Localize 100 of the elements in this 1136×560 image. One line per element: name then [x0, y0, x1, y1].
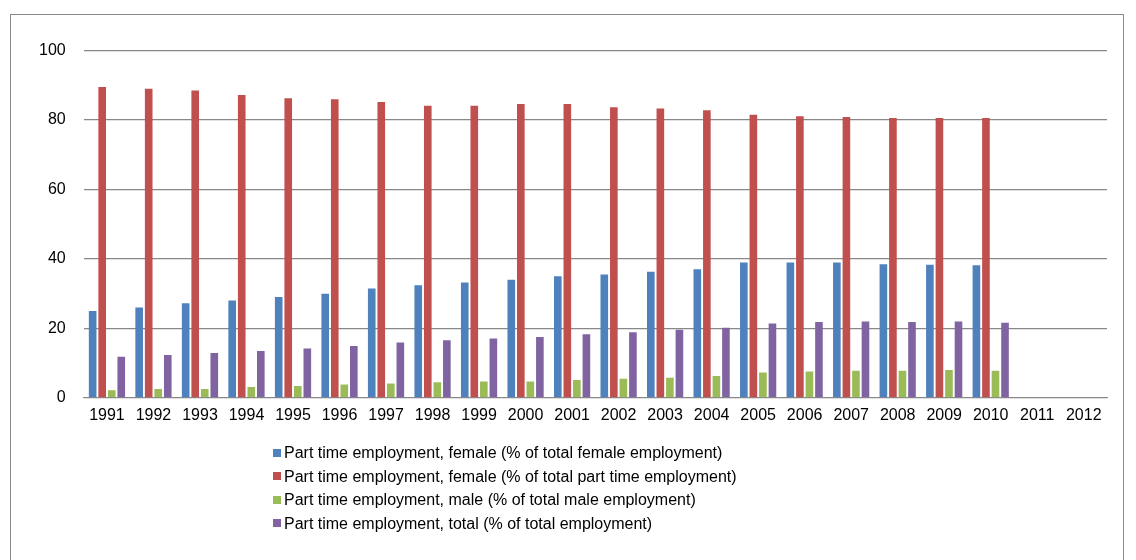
bar: [433, 382, 442, 398]
bar: [414, 285, 423, 398]
x-tick-label: 1993: [182, 405, 218, 423]
bar: [443, 340, 451, 398]
legend-label: Part time employment, male (% of total male employment): [284, 490, 696, 510]
bar: [815, 322, 823, 398]
bar: [107, 390, 116, 398]
bar: [303, 348, 312, 398]
bar: [536, 337, 544, 398]
bar: [293, 386, 302, 398]
bar: [656, 108, 665, 398]
bar: [600, 274, 609, 398]
x-tick-label: 2012: [1065, 405, 1102, 423]
bar: [647, 271, 655, 398]
x-tick-label: 1999: [461, 405, 497, 423]
bar: [274, 297, 283, 398]
bar: [666, 377, 674, 398]
legend-label: Part time employment, female (% of total female employment): [284, 443, 723, 463]
x-tick-label: 2004: [693, 405, 730, 423]
bar: [423, 105, 432, 398]
bar: [759, 372, 767, 398]
x-tick-label: 2010: [972, 405, 1009, 423]
bar: [805, 371, 814, 398]
bar: [712, 375, 721, 398]
bar: [852, 370, 860, 398]
bar: [367, 288, 376, 398]
x-tick-label: 2011: [1020, 405, 1055, 423]
bar: [210, 353, 219, 398]
x-tick-label: 2001: [554, 405, 590, 423]
bar: [842, 116, 851, 398]
bar: [879, 264, 888, 398]
x-tick-label: 1994: [228, 405, 265, 423]
y-tick-label: 20: [47, 318, 66, 336]
bar: [228, 300, 237, 398]
bar: [330, 99, 339, 398]
x-tick-label: 2009: [926, 405, 963, 423]
bar: [98, 87, 106, 398]
bar: [154, 389, 163, 398]
bar: [247, 387, 256, 398]
bar: [908, 322, 916, 398]
bar: [945, 370, 953, 398]
bar: [768, 323, 777, 398]
x-tick-label: 2006: [786, 405, 823, 423]
bar: [693, 269, 702, 398]
bar: [926, 264, 934, 398]
bar: [480, 381, 488, 398]
x-tick-label: 1996: [321, 405, 358, 423]
bar: [722, 327, 730, 398]
bar: [703, 110, 711, 398]
x-tick-label: 1995: [275, 405, 311, 423]
bar: [935, 117, 944, 398]
bar: [889, 117, 897, 398]
bar: [898, 370, 907, 398]
y-tick-label: 80: [47, 110, 66, 128]
bar: [135, 307, 143, 398]
bar: [675, 329, 684, 398]
bar: [1001, 322, 1009, 398]
bar: [237, 95, 246, 398]
bar: [340, 384, 349, 398]
x-tick-label: 1992: [135, 405, 172, 423]
bar: [88, 311, 97, 398]
x-tick-label: 2002: [600, 405, 637, 423]
bar: [470, 105, 479, 398]
bar: [377, 101, 386, 398]
bar: [740, 262, 748, 398]
bar: [610, 107, 618, 398]
bar: [954, 321, 963, 398]
y-tick-label: 0: [56, 388, 66, 406]
x-tick-label: 1997: [368, 405, 404, 423]
y-tick-label: 100: [38, 41, 66, 59]
bar: [553, 276, 562, 398]
bar: [181, 303, 190, 398]
x-tick-label: 1991: [89, 405, 125, 423]
bar: [396, 342, 405, 398]
bar: [191, 90, 200, 398]
x-tick-label: 2007: [833, 405, 870, 423]
legend-label: Part time employment, female (% of total part time employment): [284, 466, 737, 487]
bar: [796, 116, 804, 398]
bar: [991, 370, 1000, 398]
bar: [833, 262, 841, 398]
bar: [460, 282, 469, 398]
bar: [563, 104, 572, 398]
bar: [582, 334, 591, 398]
bar: [526, 381, 535, 398]
bar: [350, 346, 358, 398]
bar: [972, 265, 981, 398]
bar: [321, 293, 330, 398]
y-tick-label: 60: [47, 179, 66, 197]
bar: [982, 117, 990, 398]
x-tick-label: 2000: [507, 405, 544, 423]
bar: [861, 321, 870, 398]
bar: [163, 355, 172, 398]
x-tick-label: 2008: [879, 405, 916, 423]
bar: [386, 383, 395, 398]
bar: [517, 104, 525, 398]
legend-label: Part time employment, total (% of total employment): [284, 513, 653, 534]
bar: [284, 98, 293, 398]
bar: [749, 114, 758, 398]
bar: [117, 356, 126, 398]
bar: [489, 338, 498, 398]
